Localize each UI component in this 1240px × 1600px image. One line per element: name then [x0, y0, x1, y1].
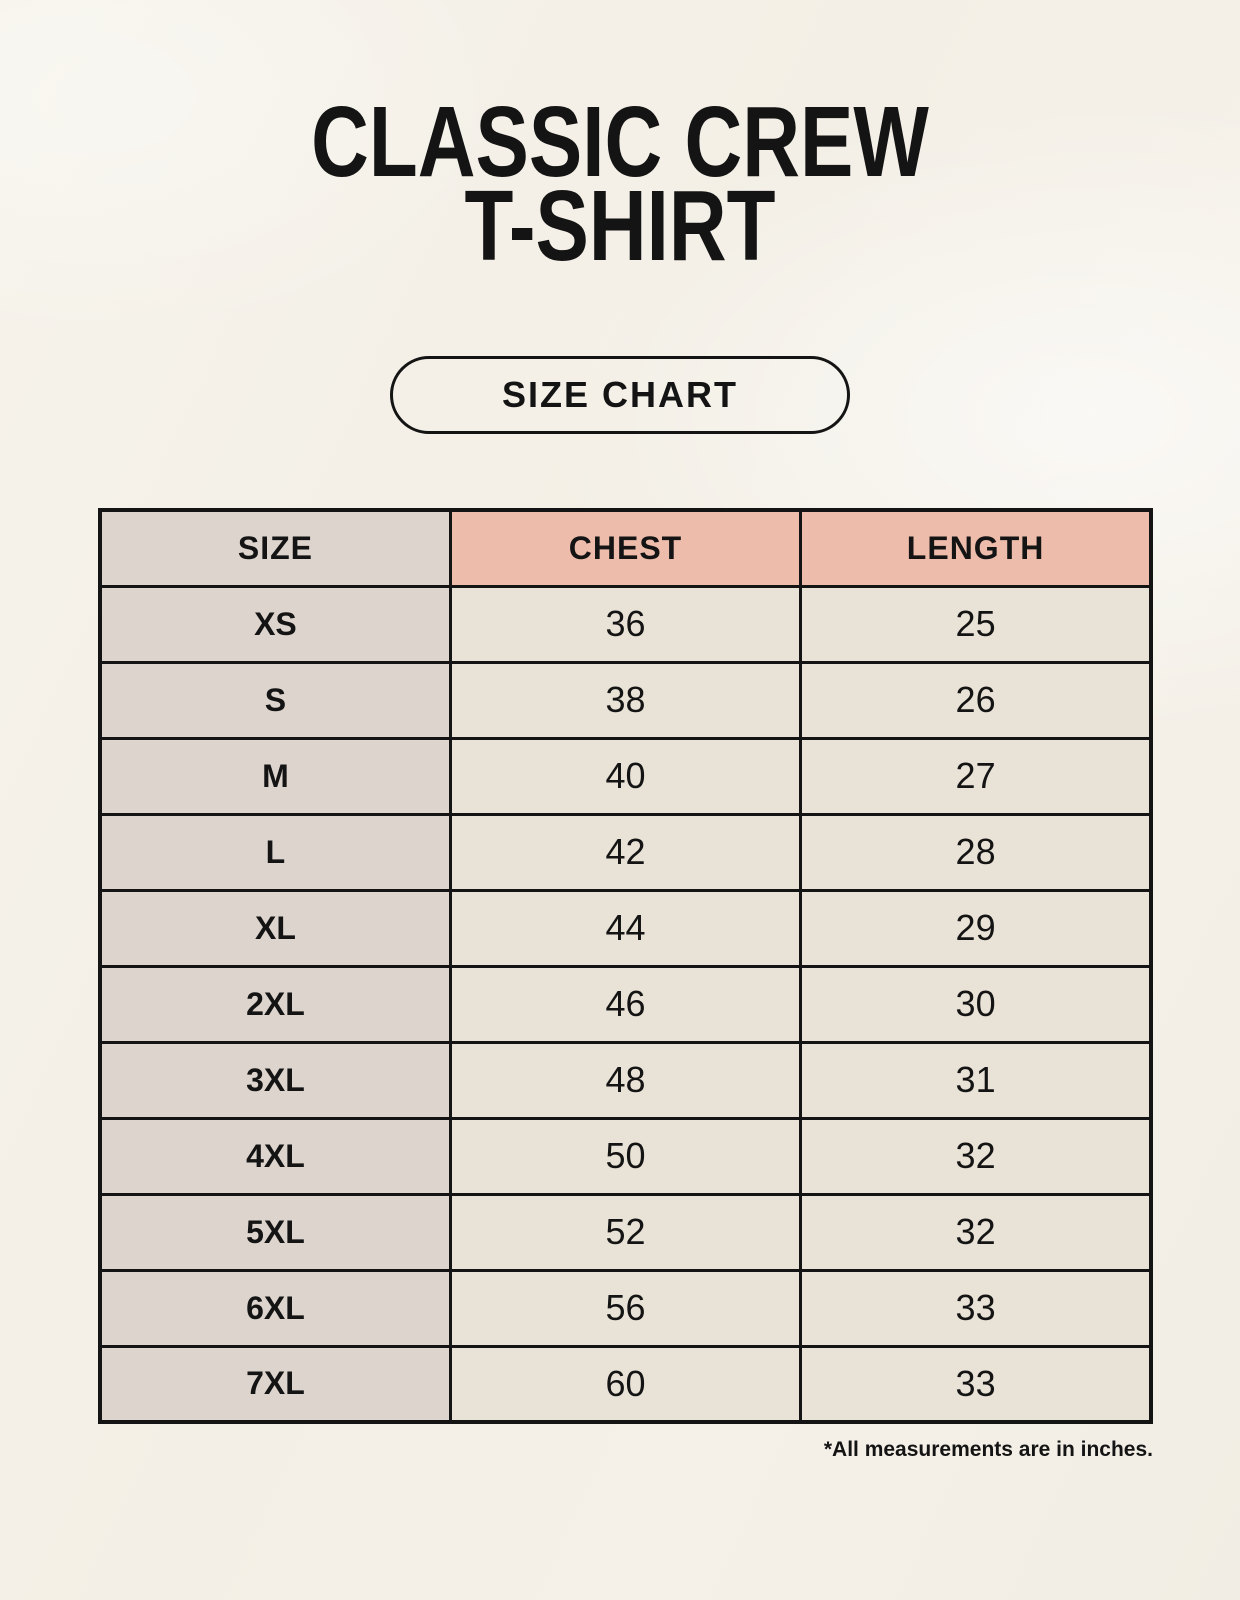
- chest-cell: 52: [448, 1192, 803, 1272]
- column-header-chest: CHEST: [448, 508, 803, 588]
- length-cell: 28: [799, 812, 1153, 892]
- chest-cell: 48: [448, 1040, 803, 1120]
- length-cell: 33: [799, 1268, 1153, 1348]
- size-cell: 4XL: [98, 1116, 452, 1196]
- size-chart-button-wrap: SIZE CHART: [0, 356, 1240, 434]
- table-row-s: S 38 26: [98, 660, 1153, 740]
- size-cell: 6XL: [98, 1268, 452, 1348]
- page-title-line-2: T-SHIRT: [464, 170, 776, 282]
- size-cell: S: [98, 660, 452, 740]
- length-cell: 30: [799, 964, 1153, 1044]
- chest-cell: 60: [448, 1344, 803, 1424]
- size-cell: L: [98, 812, 452, 892]
- chest-cell: 44: [448, 888, 803, 968]
- size-chart-button[interactable]: SIZE CHART: [390, 356, 850, 434]
- size-cell: 3XL: [98, 1040, 452, 1120]
- length-cell: 32: [799, 1116, 1153, 1196]
- chest-cell: 56: [448, 1268, 803, 1348]
- chest-cell: 38: [448, 660, 803, 740]
- table-header-row: SIZE CHEST LENGTH: [98, 508, 1153, 588]
- length-cell: 26: [799, 660, 1153, 740]
- table-row-m: M 40 27: [98, 736, 1153, 816]
- chest-cell: 42: [448, 812, 803, 892]
- size-cell: XL: [98, 888, 452, 968]
- table-row-2xl: 2XL 46 30: [98, 964, 1153, 1044]
- chest-cell: 40: [448, 736, 803, 816]
- table-row-3xl: 3XL 48 31: [98, 1040, 1153, 1120]
- table-row-xl: XL 44 29: [98, 888, 1153, 968]
- table-row-6xl: 6XL 56 33: [98, 1268, 1153, 1348]
- length-cell: 29: [799, 888, 1153, 968]
- column-header-length: LENGTH: [799, 508, 1153, 588]
- size-cell: 2XL: [98, 964, 452, 1044]
- chest-cell: 50: [448, 1116, 803, 1196]
- size-cell: M: [98, 736, 452, 816]
- length-cell: 32: [799, 1192, 1153, 1272]
- page-title: CLASSIC CREW T-SHIRT: [124, 0, 1116, 282]
- chest-cell: 46: [448, 964, 803, 1044]
- length-cell: 27: [799, 736, 1153, 816]
- table-row-l: L 42 28: [98, 812, 1153, 892]
- table-row-4xl: 4XL 50 32: [98, 1116, 1153, 1196]
- size-cell: 7XL: [98, 1344, 452, 1424]
- table-row-xs: XS 36 25: [98, 584, 1153, 664]
- measurement-note: *All measurements are in inches.: [823, 1438, 1153, 1461]
- length-cell: 33: [799, 1344, 1153, 1424]
- size-chart-table: SIZE CHEST LENGTH XS 36 25 S 38 26 M 40 …: [98, 508, 1153, 1424]
- length-cell: 25: [799, 584, 1153, 664]
- page-title-line-1: CLASSIC CREW: [311, 86, 929, 198]
- chest-cell: 36: [448, 584, 803, 664]
- length-cell: 31: [799, 1040, 1153, 1120]
- size-cell: 5XL: [98, 1192, 452, 1272]
- column-header-size: SIZE: [98, 508, 452, 588]
- table-row-7xl: 7XL 60 33: [98, 1344, 1153, 1424]
- size-cell: XS: [98, 584, 452, 664]
- table-row-5xl: 5XL 52 32: [98, 1192, 1153, 1272]
